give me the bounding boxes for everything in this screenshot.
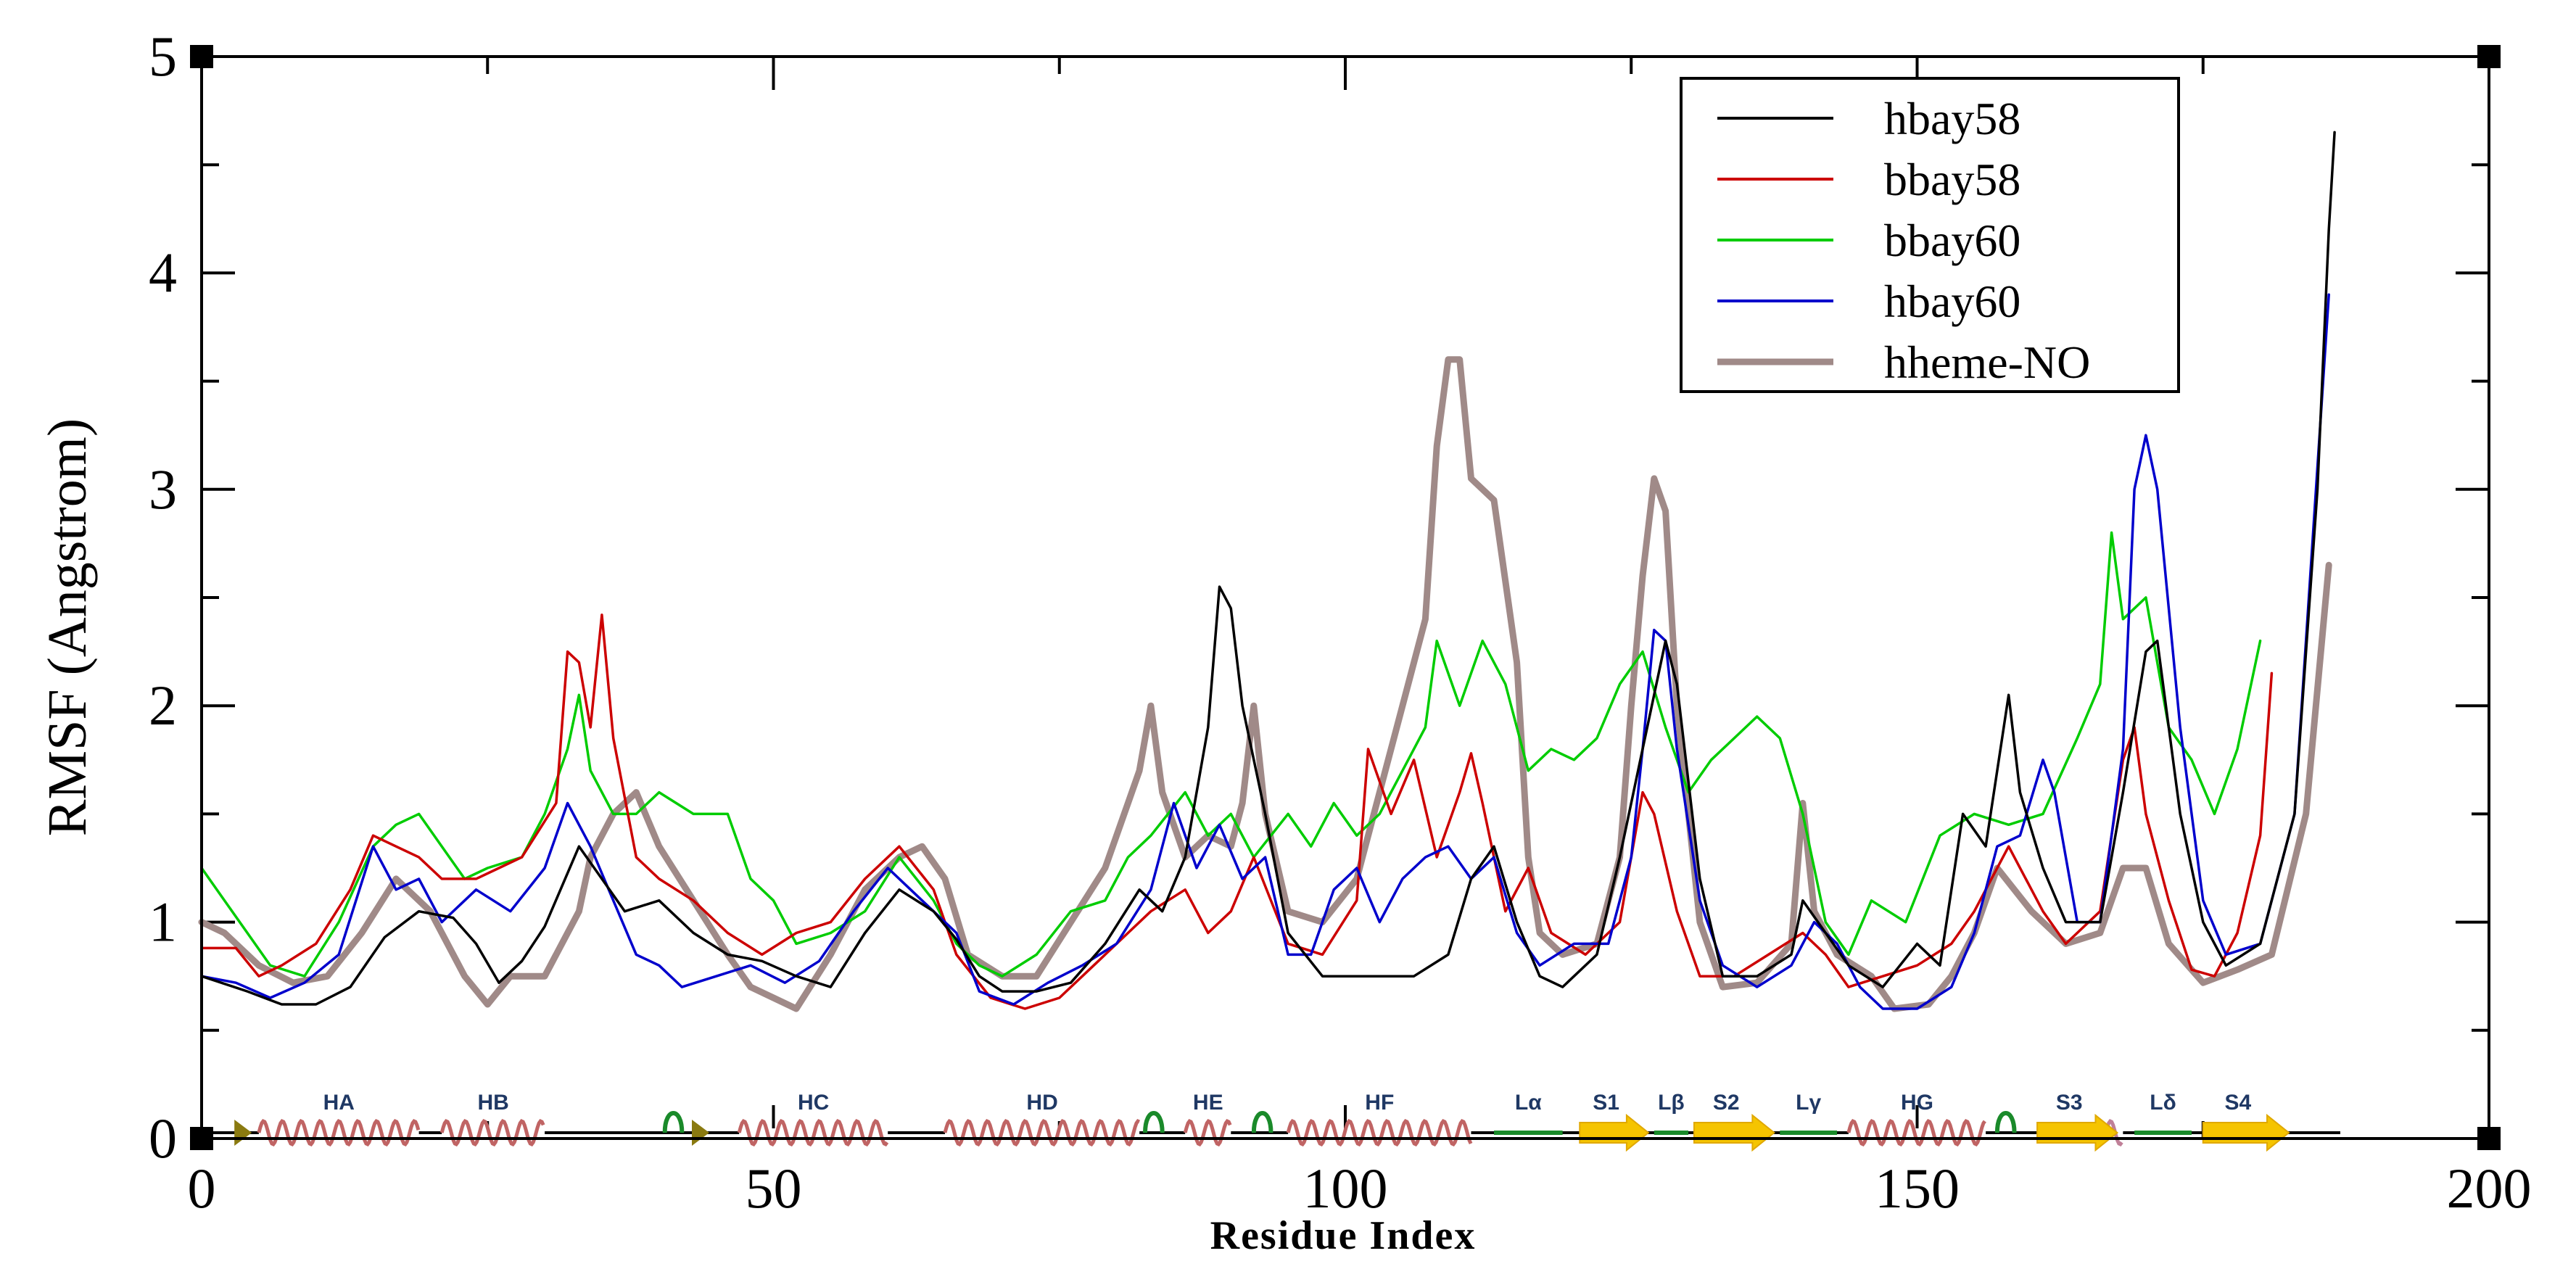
ss-helix-label: HE — [1193, 1091, 1223, 1115]
x-tick-label: 0 — [188, 1157, 216, 1220]
ss-loop-label: Lγ — [1796, 1091, 1821, 1115]
ss-loop-label: Lβ — [1658, 1091, 1685, 1115]
ss-helix-short — [2104, 1118, 2123, 1147]
y-tick-label: 2 — [149, 674, 177, 737]
x-axis-title: Residue Index — [1210, 1213, 1477, 1258]
tick-labels: 0 50 100 150 200 0 1 2 3 4 5 — [149, 25, 2532, 1220]
ss-strand-label: S2 — [1713, 1091, 1740, 1115]
frame-corner — [190, 1127, 213, 1150]
ss-helix — [1183, 1118, 1232, 1147]
ss-strand-label: S3 — [2056, 1091, 2083, 1115]
ss-loop-label: Lδ — [2150, 1091, 2176, 1115]
ss-strand-label: S4 — [2225, 1091, 2252, 1115]
ss-helix-bg — [258, 1128, 419, 1137]
ss-loop-label: Lα — [1515, 1091, 1542, 1115]
ss-strand-arrow — [1579, 1113, 1650, 1152]
ss-strand-arrow — [2036, 1113, 2119, 1152]
ss-turn — [1994, 1111, 2017, 1133]
x-tick-label: 50 — [746, 1157, 802, 1220]
y-tick-label: 1 — [149, 891, 177, 954]
ss-helix-label: HB — [477, 1091, 508, 1115]
legend-label: bbay58 — [1884, 154, 2020, 205]
series-line-bbay60 — [200, 531, 2262, 978]
y-tick-label: 5 — [149, 25, 177, 88]
ss-helix-label: HC — [798, 1091, 829, 1115]
ss-helix — [257, 1118, 421, 1147]
frame-corner — [2477, 45, 2501, 68]
ss-turn — [1143, 1111, 1165, 1133]
y-axis-title: RMSF (Angstrom) — [37, 418, 98, 836]
series-line-hbay58 — [200, 131, 2336, 1006]
secondary-structure-track: Lα Lβ Lγ Lδ HA HB HC HD HE HF HG S1 S2 S3 S4 — [202, 1091, 2340, 1152]
frame-corners — [190, 45, 2501, 1150]
ss-strand-arrow — [1693, 1113, 1775, 1152]
x-tick-label: 200 — [2447, 1157, 2532, 1220]
ss-helix — [1846, 1118, 1986, 1147]
legend-box — [1680, 77, 2180, 393]
plot-frame — [200, 55, 2490, 1140]
y-tick-label: 4 — [149, 241, 177, 304]
ss-helix-label: HA — [323, 1091, 355, 1115]
legend-label: hbay60 — [1884, 276, 2020, 327]
frame-corner — [2477, 1127, 2501, 1150]
ss-turn — [1251, 1111, 1273, 1133]
x-tick-label: 150 — [1875, 1157, 1960, 1220]
ss-helix — [1286, 1118, 1473, 1147]
frame-corner — [190, 45, 213, 68]
series-line-bbay58 — [200, 613, 2274, 1010]
x-tick-label: 100 — [1303, 1157, 1388, 1220]
ss-helix-label: HF — [1365, 1091, 1394, 1115]
y-tick-label: 3 — [149, 458, 177, 521]
ss-helix-label: HD — [1026, 1091, 1057, 1115]
legend-label: hheme-NO — [1884, 336, 2090, 388]
legend-label: hbay58 — [1884, 93, 2020, 144]
ss-helix-label: HG — [1901, 1091, 1933, 1115]
ss-strand-arrow — [2202, 1113, 2290, 1152]
y-tick-label: 0 — [149, 1107, 177, 1170]
legend: hbay58 bbay58 bbay60 hbay60 hheme-NO — [1680, 77, 2180, 393]
series-lines — [198, 131, 2336, 1012]
ss-strand-label: S1 — [1593, 1091, 1619, 1115]
legend-label: bbay60 — [1884, 215, 2020, 266]
ss-turn — [662, 1111, 685, 1133]
